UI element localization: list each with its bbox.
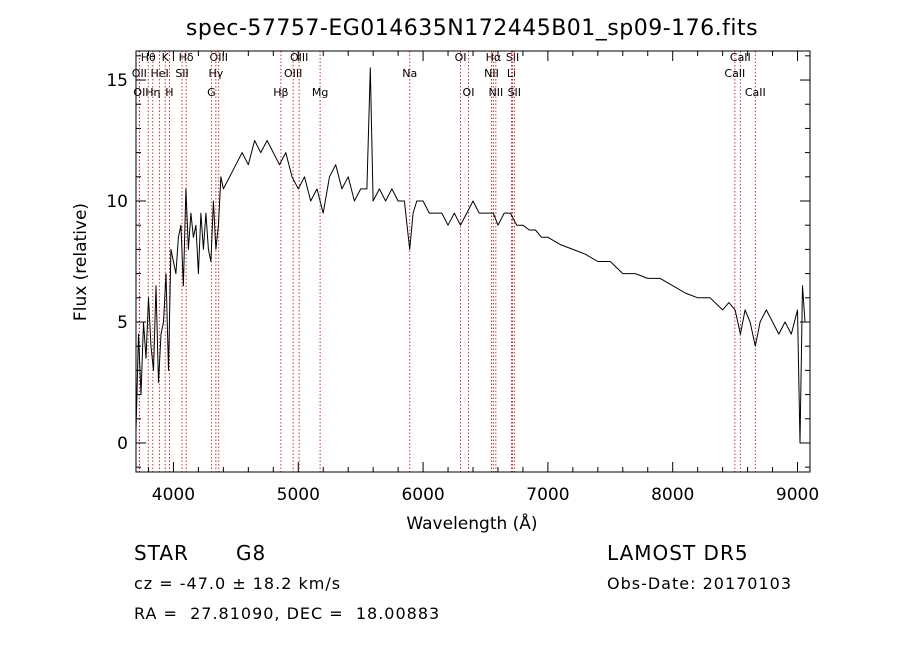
spectrum-line (135, 67, 806, 444)
y-axis: 0 5 10 15 (106, 55, 810, 468)
marker-label-13: OIII (284, 67, 302, 80)
observation-date: Obs-Date: 20170103 (607, 574, 793, 593)
y-tick-label: 5 (117, 313, 128, 333)
marker-label-25: NII (488, 86, 503, 99)
marker-label-7: SII (506, 51, 519, 64)
redshift-velocity: cz = -47.0 ± 18.2 km/s (134, 574, 342, 593)
y-tick-label: 0 (117, 434, 128, 454)
x-tick-label: 8000 (651, 485, 694, 505)
chart-title: spec-57757-EG014635N172445B01_sp09-176.f… (186, 16, 758, 41)
marker-label-0: Hθ (141, 51, 156, 64)
marker-label-6: Hα (486, 51, 502, 64)
x-tick-label: 7000 (526, 485, 569, 505)
x-axis: 4000 5000 6000 7000 8000 9000 (147, 51, 819, 505)
plot-frame (135, 50, 811, 473)
spectrum-chart: spec-57757-EG014635N172445B01_sp09-176.f… (71, 16, 819, 534)
x-tick-label: 9000 (776, 485, 819, 505)
marker-label-22: Hβ (273, 86, 288, 99)
marker-label-21: G (207, 86, 216, 99)
marker-label-19: Hη (145, 86, 160, 99)
marker-label-15: NII (484, 67, 499, 80)
marker-label-18: OI (133, 86, 145, 99)
x-tick-label: 5000 (277, 485, 320, 505)
marker-label-26: SII (508, 86, 521, 99)
marker-label-23: Mg (312, 86, 328, 99)
marker-label-1: K (162, 51, 170, 64)
y-tick-label: 10 (106, 192, 128, 212)
object-subclass: G8 (236, 541, 267, 565)
marker-label-4: OIII (290, 51, 308, 64)
marker-label-20: H (165, 86, 173, 99)
coordinates: RA = 27.81090, DEC = 18.00883 (134, 604, 441, 623)
y-tick-label: 15 (106, 71, 128, 91)
marker-label-17: CaII (724, 67, 745, 80)
x-tick-label: 4000 (152, 485, 195, 505)
marker-label-16: Li (507, 67, 516, 80)
marker-label-10: HeI (150, 67, 168, 80)
x-tick-label: 6000 (401, 485, 444, 505)
marker-label-27: CaII (745, 86, 766, 99)
spectrum-series (135, 67, 806, 444)
marker-label-2: Hδ (179, 51, 194, 64)
x-axis-label: Wavelength (Å) (406, 512, 537, 534)
marker-label-3: OIII (210, 51, 228, 64)
y-axis-label: Flux (relative) (71, 203, 91, 321)
marker-label-5: OI (455, 51, 467, 64)
marker-label-11: SII (175, 67, 188, 80)
marker-label-24: OI (463, 86, 475, 99)
marker-label-14: Na (402, 67, 417, 80)
marker-label-8: CaII (730, 51, 751, 64)
survey-name: LAMOST DR5 (607, 541, 749, 565)
marker-label-12: Hγ (208, 67, 223, 80)
object-class: STAR (134, 541, 189, 565)
